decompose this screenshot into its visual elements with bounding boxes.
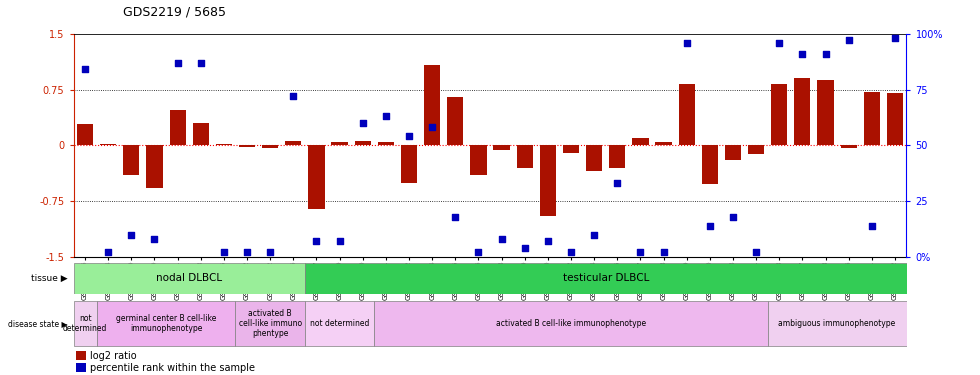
Bar (424, 65, 440, 146)
Point (470, 249, 486, 255)
Text: ambiguous immunophenotype: ambiguous immunophenotype (778, 319, 896, 328)
Bar (285, 141, 302, 146)
Text: not
determined: not determined (63, 314, 107, 333)
Point (632, 249, 648, 255)
Point (401, 134, 416, 140)
Bar (863, 92, 880, 146)
Bar (146, 146, 163, 189)
Bar (610, 146, 625, 168)
Text: percentile rank within the sample: percentile rank within the sample (89, 363, 255, 373)
Bar (309, 146, 324, 208)
Bar (516, 146, 533, 168)
Point (77, 66, 93, 72)
Bar (76, 351, 86, 360)
Bar (123, 146, 139, 175)
Text: germinal center B cell-like
immunophenotype: germinal center B cell-like immunophenot… (116, 314, 217, 333)
Point (887, 35, 903, 41)
Bar (632, 138, 649, 146)
Bar (678, 84, 695, 146)
Point (817, 51, 833, 57)
Point (540, 238, 556, 244)
Point (679, 40, 695, 46)
Text: tissue ▶: tissue ▶ (31, 274, 68, 283)
Text: disease state ▶: disease state ▶ (8, 319, 68, 328)
Point (309, 238, 324, 244)
Bar (305, 263, 907, 294)
Text: log2 ratio: log2 ratio (89, 351, 136, 361)
Bar (235, 301, 305, 346)
Bar (331, 142, 348, 146)
Bar (540, 146, 556, 216)
Point (494, 236, 510, 242)
Point (864, 223, 880, 229)
Bar (305, 301, 374, 346)
Point (355, 120, 370, 126)
Point (610, 180, 625, 186)
Point (239, 249, 255, 255)
Bar (470, 146, 486, 175)
Point (656, 249, 671, 255)
Bar (401, 146, 417, 183)
Point (771, 40, 787, 46)
Bar (794, 78, 810, 146)
Bar (748, 146, 764, 154)
Bar (77, 124, 93, 146)
Point (702, 223, 717, 229)
Point (516, 245, 532, 251)
Text: nodal DLBCL: nodal DLBCL (156, 273, 222, 284)
Bar (216, 144, 232, 146)
Bar (374, 301, 767, 346)
Point (795, 51, 810, 57)
Bar (76, 363, 86, 372)
Bar (262, 146, 278, 148)
Text: activated B
cell-like immuno
phentype: activated B cell-like immuno phentype (238, 309, 302, 338)
Bar (702, 146, 718, 184)
Point (100, 249, 116, 255)
Bar (447, 97, 464, 146)
Point (216, 249, 231, 255)
Text: activated B cell-like immunophenotype: activated B cell-like immunophenotype (496, 319, 646, 328)
Bar (100, 144, 117, 146)
Bar (74, 263, 305, 294)
Bar (767, 301, 906, 346)
Point (285, 93, 301, 99)
Point (725, 214, 741, 220)
Point (193, 60, 209, 66)
Point (749, 249, 764, 255)
Bar (239, 146, 255, 147)
Bar (725, 146, 741, 160)
Text: not determined: not determined (310, 319, 369, 328)
Bar (563, 146, 579, 153)
Bar (74, 301, 97, 346)
Point (123, 231, 139, 238)
Point (147, 236, 163, 242)
Bar (841, 146, 857, 148)
Bar (355, 141, 370, 146)
Bar (377, 142, 394, 146)
Bar (494, 146, 510, 150)
Point (841, 38, 857, 44)
Text: testicular DLBCL: testicular DLBCL (563, 273, 649, 284)
Point (564, 249, 579, 255)
Bar (97, 301, 235, 346)
Point (448, 214, 464, 220)
Point (378, 113, 394, 119)
Bar (170, 110, 186, 146)
Bar (887, 93, 903, 146)
Point (263, 249, 278, 255)
Text: GDS2219 / 5685: GDS2219 / 5685 (122, 6, 225, 19)
Bar (193, 123, 209, 146)
Point (332, 238, 348, 244)
Point (424, 124, 440, 130)
Bar (656, 142, 671, 146)
Bar (586, 146, 603, 171)
Bar (771, 84, 787, 146)
Point (586, 231, 602, 238)
Point (170, 60, 185, 66)
Bar (817, 80, 834, 146)
